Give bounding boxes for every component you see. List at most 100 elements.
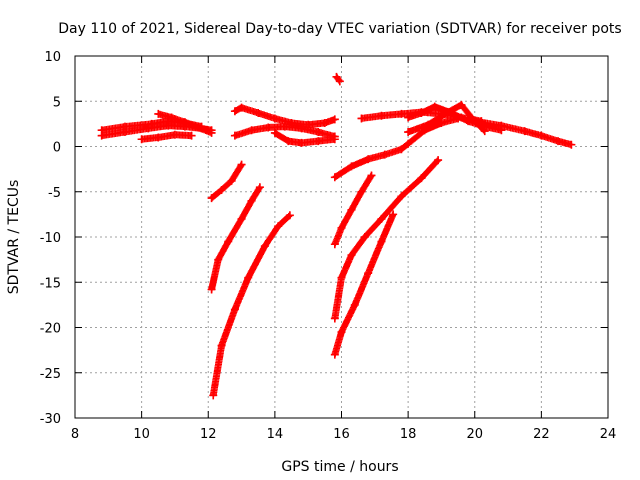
series-track-m xyxy=(330,114,463,182)
data-point xyxy=(454,114,463,123)
chart-title: Day 110 of 2021, Sidereal Day-to-day VTE… xyxy=(58,21,621,37)
data-point xyxy=(209,391,218,400)
series-track-h xyxy=(332,72,344,86)
data-point xyxy=(207,128,216,137)
data-point xyxy=(554,137,563,146)
data-point xyxy=(480,127,489,136)
data-point xyxy=(154,109,163,118)
series-track-n xyxy=(207,160,246,203)
data-point xyxy=(335,77,344,86)
data-point xyxy=(380,150,389,159)
data-point xyxy=(314,128,323,137)
data-point xyxy=(180,118,189,127)
data-point xyxy=(207,285,216,294)
data-point xyxy=(247,196,256,205)
data-point xyxy=(255,183,264,192)
data-point xyxy=(357,187,366,196)
series-track-p xyxy=(209,211,294,400)
data-point xyxy=(230,131,239,140)
series-track-q xyxy=(330,171,376,249)
x-tick-label: 24 xyxy=(600,427,617,442)
data-point xyxy=(187,131,196,140)
data-point xyxy=(420,126,429,135)
y-tick-label: 0 xyxy=(53,141,61,156)
y-tick-label: 5 xyxy=(53,95,61,110)
data-point xyxy=(430,102,439,111)
data-point xyxy=(167,113,176,122)
data-point xyxy=(444,108,453,117)
data-point xyxy=(154,133,163,142)
series-track-o xyxy=(207,183,264,294)
series-track-d xyxy=(137,130,196,144)
data-point xyxy=(367,171,376,180)
data-point xyxy=(264,123,273,132)
data-point xyxy=(404,139,413,148)
data-point xyxy=(330,350,339,359)
y-tick-label: -20 xyxy=(40,322,61,337)
data-point xyxy=(520,127,529,136)
data-point xyxy=(437,118,446,127)
data-point xyxy=(337,328,346,337)
data-point xyxy=(217,341,226,350)
data-point xyxy=(332,72,341,81)
data-point xyxy=(377,237,386,246)
data-point xyxy=(347,162,356,171)
data-point xyxy=(347,205,356,214)
data-point xyxy=(254,109,263,118)
data-point xyxy=(224,237,233,246)
series-track-c xyxy=(154,109,216,137)
x-tick-label: 16 xyxy=(333,427,350,442)
data-point xyxy=(270,128,279,137)
x-tick-label: 22 xyxy=(533,427,550,442)
x-tick-label: 14 xyxy=(267,427,284,442)
x-tick-label: 10 xyxy=(133,427,150,442)
data-point xyxy=(357,114,366,123)
data-point xyxy=(237,160,246,169)
x-tick-label: 18 xyxy=(400,427,417,442)
data-point xyxy=(389,210,398,219)
data-point xyxy=(537,131,546,140)
data-point xyxy=(330,314,339,323)
data-point xyxy=(397,109,406,118)
data-point xyxy=(397,192,406,201)
data-point xyxy=(170,130,179,139)
series-track-l xyxy=(470,117,576,149)
x-tick-label: 12 xyxy=(200,427,217,442)
data-point xyxy=(457,100,466,109)
data-point xyxy=(337,223,346,232)
data-point xyxy=(147,119,156,128)
data-point xyxy=(297,124,306,133)
data-point xyxy=(207,194,216,203)
data-point xyxy=(217,185,226,194)
data-point xyxy=(284,137,293,146)
data-point xyxy=(244,273,253,282)
data-point xyxy=(347,251,356,260)
data-point xyxy=(237,103,246,112)
data-point xyxy=(214,255,223,264)
data-points xyxy=(97,72,576,400)
y-tick-label: -15 xyxy=(40,276,61,291)
data-point xyxy=(567,140,576,149)
data-point xyxy=(280,122,289,131)
x-tick-label: 20 xyxy=(466,427,483,442)
data-point xyxy=(320,118,329,127)
y-tick-label: -5 xyxy=(48,186,61,201)
data-point xyxy=(397,145,406,154)
data-point xyxy=(314,137,323,146)
data-point xyxy=(137,135,146,144)
data-point xyxy=(330,115,339,124)
tick-labels: 8 10 12 14 16 18 20 22 24 -30 -25 -20 -15 -10 -5 0 5 10 xyxy=(40,50,617,442)
data-point xyxy=(227,176,236,185)
data-point xyxy=(194,123,203,132)
data-point xyxy=(417,109,426,118)
x-tick-label: 8 xyxy=(71,427,79,442)
y-axis-label: SDTVAR / TECUs xyxy=(6,180,22,295)
series-track-r xyxy=(330,156,443,323)
data-point xyxy=(285,211,294,220)
data-point xyxy=(247,126,256,135)
data-point xyxy=(274,222,283,231)
data-point xyxy=(364,155,373,164)
data-point xyxy=(270,114,279,123)
data-point xyxy=(497,121,506,130)
